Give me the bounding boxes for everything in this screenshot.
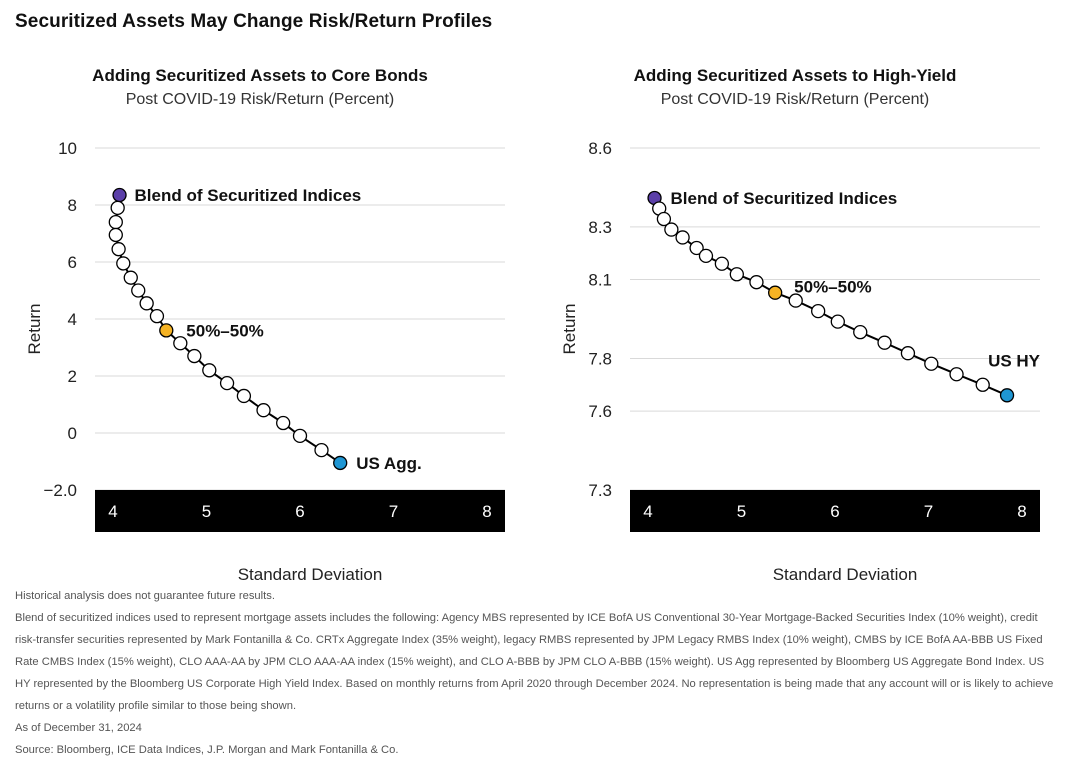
data-point xyxy=(110,200,125,216)
x-tick-label: 8 xyxy=(482,502,491,521)
footnotes: Historical analysis does not guarantee f… xyxy=(15,585,1055,761)
y-tick-label: 7.8 xyxy=(588,349,612,368)
data-point xyxy=(219,375,235,391)
x-axis-band xyxy=(630,490,1040,532)
chart-panel-core-bonds: Adding Securitized Assets to Core Bonds … xyxy=(0,60,520,580)
x-tick-label: 4 xyxy=(108,502,117,521)
data-point xyxy=(131,283,146,298)
y-tick-label: 4 xyxy=(68,310,77,329)
data-point xyxy=(749,275,764,290)
blend-label: Blend of Securitized Indices xyxy=(671,189,898,208)
data-point xyxy=(900,346,916,361)
y-tick-label: −2.0 xyxy=(43,481,77,500)
data-point xyxy=(139,296,154,311)
data-point xyxy=(675,230,690,245)
data-point xyxy=(108,227,123,243)
x-tick-label: 4 xyxy=(643,502,652,521)
data-point xyxy=(689,240,704,256)
data-point xyxy=(256,403,271,418)
data-point xyxy=(698,248,714,264)
data-point xyxy=(729,267,744,282)
x-tick-label: 6 xyxy=(830,502,839,521)
blend-label: Blend of Securitized Indices xyxy=(135,186,362,205)
data-point xyxy=(116,256,131,271)
data-point xyxy=(202,363,217,378)
y-tick-label: 7.6 xyxy=(588,402,612,421)
y-tick-label: 2 xyxy=(68,367,77,386)
chart-panel-high-yield: Adding Securitized Assets to High-Yield … xyxy=(535,60,1055,580)
x-axis-label: Standard Deviation xyxy=(238,565,383,580)
page-title: Securitized Assets May Change Risk/Retur… xyxy=(15,11,493,32)
fifty-point xyxy=(159,323,174,338)
data-point xyxy=(975,377,990,392)
high-yield-chart: 8.6 8.3 8.1 7.8 7.6 7.3 4 5 6 7 8 Standard Deviatio… xyxy=(560,139,1041,580)
data-point xyxy=(292,428,308,444)
x-tick-label: 5 xyxy=(737,502,746,521)
data-point xyxy=(924,356,939,371)
core-bonds-chart: 10 8 6 4 2 0 −2.0 4 5 6 7 8 Standard Deviation Return… xyxy=(25,139,505,580)
fifty-label: 50%–50% xyxy=(186,321,264,340)
data-point xyxy=(853,325,868,340)
as-of-date: As of December 31, 2024 xyxy=(15,722,142,734)
x-tick-label: 6 xyxy=(295,502,304,521)
data-point xyxy=(187,348,202,364)
data-point xyxy=(811,303,826,319)
x-tick-label: 5 xyxy=(202,502,211,521)
y-axis-label: Return xyxy=(560,303,579,354)
data-point xyxy=(236,388,252,404)
y-tick-label: 8 xyxy=(68,196,77,215)
x-tick-label: 7 xyxy=(924,502,933,521)
data-point xyxy=(664,222,679,237)
data-point xyxy=(714,256,730,271)
chart-title: Adding Securitized Assets to Core Bonds xyxy=(92,66,428,85)
data-point xyxy=(111,242,126,257)
x-axis-band xyxy=(95,490,505,532)
chart-subtitle: Post COVID-19 Risk/Return (Percent) xyxy=(125,91,395,108)
y-axis-label: Return xyxy=(25,303,44,354)
data-point xyxy=(123,270,138,285)
data-point xyxy=(149,308,165,324)
source-text: Source: Bloomberg, ICE Data Indices, J.P… xyxy=(15,744,399,756)
data-point xyxy=(949,367,964,382)
x-tick-label: 7 xyxy=(389,502,398,521)
y-tick-label: 8.3 xyxy=(588,218,612,237)
chart-title: Adding Securitized Assets to High-Yield xyxy=(633,66,957,85)
data-point xyxy=(877,335,892,350)
y-tick-label: 6 xyxy=(68,253,77,272)
data-point xyxy=(788,293,803,308)
x-axis-label: Standard Deviation xyxy=(773,565,918,580)
end-label: US HY xyxy=(988,351,1041,370)
end-point xyxy=(333,455,348,471)
x-tick-label: 8 xyxy=(1017,502,1026,521)
fifty-label: 50%–50% xyxy=(794,278,872,297)
chart-subtitle: Post COVID-19 Risk/Return (Percent) xyxy=(660,91,930,108)
y-tick-label: 10 xyxy=(58,139,77,158)
data-point xyxy=(656,211,672,227)
y-tick-label: 8.1 xyxy=(588,271,612,290)
data-point xyxy=(314,442,329,458)
y-tick-label: 0 xyxy=(68,424,77,443)
fifty-point xyxy=(768,285,783,300)
y-tick-label: 7.3 xyxy=(588,481,612,500)
data-point xyxy=(830,314,845,329)
disclaimer-text: Historical analysis does not guarantee f… xyxy=(15,590,275,602)
y-tick-label: 8.6 xyxy=(588,139,612,158)
data-point xyxy=(276,415,291,431)
data-point xyxy=(108,214,123,230)
blend-point xyxy=(112,187,127,203)
data-point xyxy=(173,336,188,351)
methodology-text: Blend of securitized indices used to rep… xyxy=(15,612,1054,712)
end-point xyxy=(999,388,1015,403)
end-label: US Agg. xyxy=(356,454,421,473)
